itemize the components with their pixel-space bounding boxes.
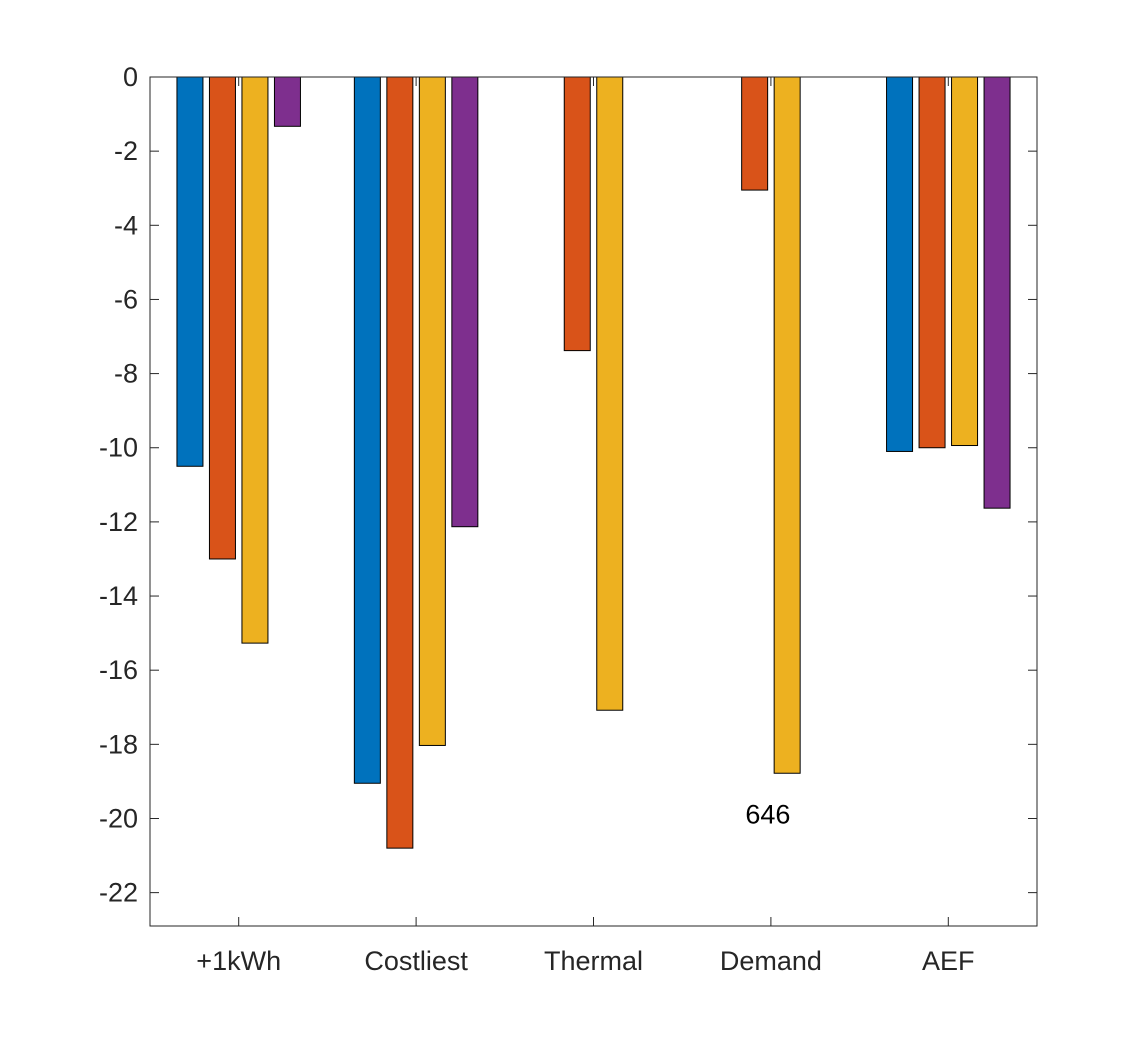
bars-layer	[176, 76, 1011, 849]
y-tick-label: -10	[99, 433, 138, 463]
y-tick-label: -6	[114, 284, 138, 314]
bar-Costliest-series-3	[418, 76, 446, 746]
y-tick-label: -20	[99, 803, 138, 833]
y-tick-label: -22	[99, 878, 138, 908]
y-tick-label: -18	[99, 729, 138, 759]
bar-Thermal-series-3	[596, 76, 624, 711]
bar-+1kWh-series-1	[176, 76, 204, 467]
axes-layer	[149, 76, 1038, 927]
y-tick-label: -12	[99, 507, 138, 537]
y-tick-label: -2	[114, 136, 138, 166]
annotation-label: 646	[745, 799, 790, 829]
bar-Demand-series-3	[773, 76, 801, 774]
x-tick-label: Costliest	[364, 946, 468, 976]
y-tick-label: -4	[114, 210, 138, 240]
y-tick-label: -16	[99, 655, 138, 685]
y-tick-label: 0	[123, 62, 138, 92]
x-tick-label: +1kWh	[196, 946, 281, 976]
bar-AEF-series-2	[918, 76, 946, 449]
y-tick-label: -14	[99, 581, 138, 611]
bar-Costliest-series-4	[451, 76, 479, 528]
bar-AEF-series-4	[983, 76, 1011, 509]
bar-Demand-series-2	[741, 76, 769, 191]
bar-+1kWh-series-3	[241, 76, 269, 644]
bar-+1kWh-series-2	[208, 76, 236, 560]
x-tick-label: Demand	[720, 946, 822, 976]
bar-+1kWh-series-4	[273, 76, 301, 127]
y-tick-label: -8	[114, 359, 138, 389]
labels-layer: 0 -2 -4 -6 -8 -10 -12 -14 -16 -18 -20 -22 +1kWh Costl…	[99, 62, 975, 976]
bar-AEF-series-1	[886, 76, 914, 452]
bar-Thermal-series-2	[563, 76, 591, 352]
bar-Costliest-series-1	[353, 76, 381, 784]
bar-AEF-series-3	[951, 76, 979, 447]
x-tick-label: AEF	[922, 946, 975, 976]
x-tick-label: Thermal	[544, 946, 643, 976]
bar-Costliest-series-2	[386, 76, 414, 849]
